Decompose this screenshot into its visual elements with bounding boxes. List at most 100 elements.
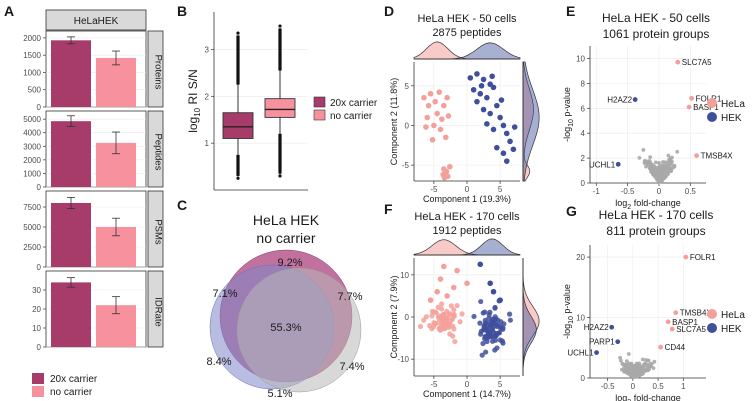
legend-key-no-carrier: [313, 109, 326, 121]
point-hek: [497, 114, 503, 121]
point-label: PARP1: [589, 338, 615, 347]
x-tick-label: -0.5: [601, 382, 615, 391]
point-hek: [477, 320, 483, 326]
point-label: BASP1: [672, 318, 698, 327]
point-background: [651, 166, 656, 171]
panel-label-f: F: [384, 201, 393, 217]
legend-label: HeLa: [721, 99, 745, 110]
x-axis-label-part: fold-change: [631, 393, 681, 401]
x-tick-label: 0: [465, 380, 470, 389]
point-background: [654, 175, 659, 180]
y-tick-label: 2: [581, 154, 586, 163]
point-hela: [423, 124, 429, 130]
panel-a-strip-title: HeLaHEK: [74, 16, 119, 27]
legend-label: no carrier: [50, 387, 93, 398]
point-hela: [669, 326, 675, 332]
x-tick-label: 0.5: [653, 382, 665, 391]
point-background: [662, 171, 667, 175]
point-hela: [689, 95, 694, 101]
point-background: [660, 160, 665, 164]
point-background: [642, 363, 647, 368]
point-background: [629, 374, 634, 378]
x-axis-label-part: 2: [627, 204, 631, 211]
panel-label-b: B: [177, 3, 187, 19]
point-hela: [440, 311, 446, 318]
point-hela: [424, 114, 431, 121]
point-hela: [432, 309, 438, 315]
box-outlier-point: [236, 31, 240, 35]
y-tick-label: 1: [205, 139, 210, 148]
point-hela: [446, 163, 453, 170]
y-tick-label: 500: [28, 86, 42, 95]
venn-region-label: 7.7%: [337, 291, 362, 303]
point-hek: [483, 333, 489, 340]
point-background: [642, 161, 647, 165]
facet-label: Proteins: [153, 55, 164, 90]
point-hela: [437, 126, 444, 133]
y-tick-label: 10: [32, 324, 41, 333]
point-hela: [445, 113, 452, 119]
y-tick-label: 0: [37, 183, 42, 192]
point-hek: [490, 288, 497, 295]
point-hek: [480, 340, 486, 347]
point-hela: [427, 90, 434, 97]
scatter-subtitle: 1912 peptides: [432, 225, 502, 237]
point-hela: [434, 288, 440, 295]
point-hek: [511, 124, 518, 130]
density-right-hela: [522, 61, 534, 182]
point-hek: [493, 330, 499, 337]
point-background: [640, 372, 645, 376]
venn-region-label: 7.1%: [212, 288, 237, 300]
volcano-subtitle: 811 protein groups: [606, 224, 705, 238]
point-hek: [497, 337, 503, 343]
point-hek: [480, 106, 487, 113]
x-axis-label: Component 1 (19.3%): [423, 194, 511, 204]
point-background: [641, 148, 646, 152]
point-hela: [434, 110, 440, 117]
point-background: [631, 370, 636, 374]
point-hela: [686, 104, 692, 110]
point-hek: [484, 94, 490, 101]
point-hela: [439, 325, 446, 331]
ylabel-sub: 10: [193, 107, 202, 116]
point-hela: [429, 313, 435, 319]
point-hela: [444, 94, 450, 101]
volcano-title: HeLa HEK - 50 cells: [602, 11, 710, 25]
point-background: [666, 153, 671, 158]
point-background: [657, 163, 662, 168]
point-hela: [454, 267, 460, 274]
box-outlier-point: [236, 176, 240, 180]
point-hek: [489, 321, 495, 327]
y-tick-label: 3000: [23, 142, 41, 151]
point-hela: [436, 89, 442, 95]
point-hek: [474, 98, 480, 105]
facet-proteins-strip: [147, 30, 164, 108]
y-tick-label: 0: [37, 103, 42, 112]
point-label: H2AZ2: [607, 96, 632, 105]
point-hela: [450, 333, 456, 339]
point-hela: [439, 301, 445, 307]
x-tick-label: -1: [593, 187, 601, 196]
y-tick-label: 0: [405, 313, 410, 322]
point-hek: [471, 313, 477, 320]
point-label: H2AZ2: [584, 323, 609, 332]
point-label: CD44: [665, 343, 686, 352]
point-hela: [683, 254, 689, 260]
point-hek: [487, 332, 494, 338]
venn-region-label: 7.4%: [339, 361, 364, 373]
point-hela: [425, 102, 432, 109]
point-hela: [441, 263, 447, 270]
point-hek: [487, 110, 493, 117]
point-hela: [421, 94, 427, 101]
y-tick-label: 8: [581, 79, 586, 88]
point-label: FOLR1: [690, 253, 716, 262]
venn-region-label: 5.1%: [267, 388, 292, 400]
point-hela: [454, 302, 460, 309]
bar-20x-carrier: [51, 282, 91, 347]
point-background: [632, 365, 637, 370]
y-axis-label-part: -log: [562, 324, 572, 339]
venn-title: HeLa HEK: [253, 212, 320, 228]
point-hek: [494, 102, 500, 109]
venn-subtitle: no carrier: [256, 230, 315, 246]
y-tick-label: 5000: [23, 115, 41, 124]
